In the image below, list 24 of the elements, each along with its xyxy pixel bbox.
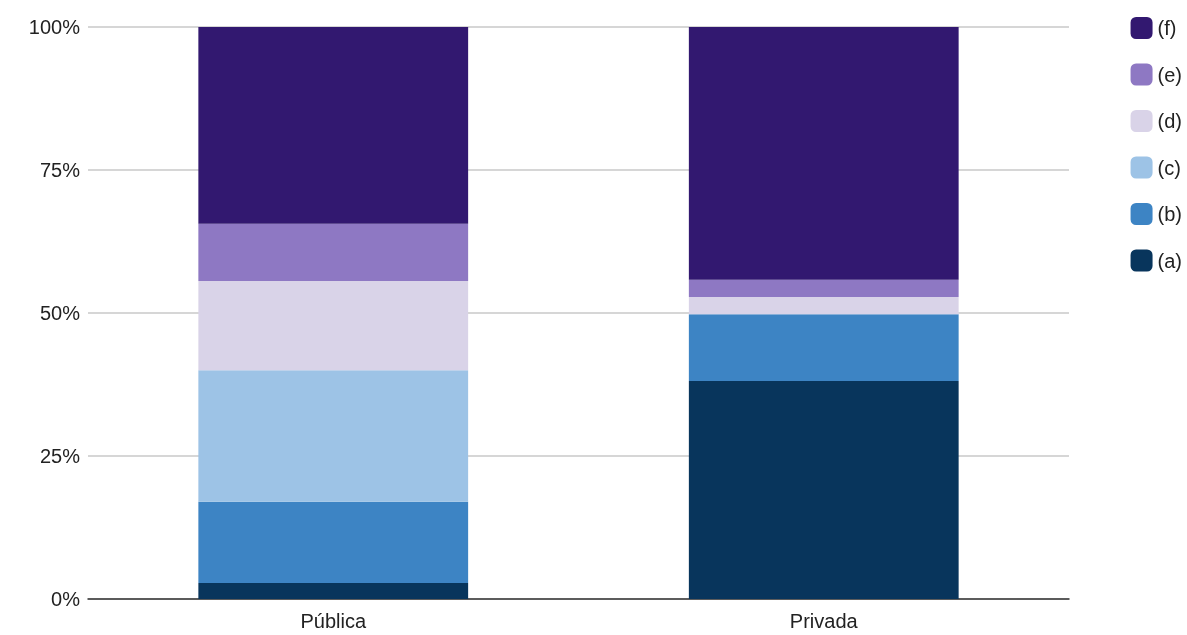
bar xyxy=(198,27,469,224)
legend-label: (e) xyxy=(1157,63,1183,86)
y-tick-label: 50% xyxy=(39,302,81,324)
y-tick-label: 0% xyxy=(51,588,81,610)
bar xyxy=(198,223,469,281)
y-tick-label: 75% xyxy=(39,159,81,181)
bar xyxy=(198,501,469,583)
bar xyxy=(688,279,959,297)
y-tick-label: 25% xyxy=(39,445,81,467)
legend-label: (b) xyxy=(1157,203,1183,225)
bar xyxy=(688,314,959,382)
x-tick-label: Pública xyxy=(300,610,367,632)
legend-label: (d) xyxy=(1157,110,1183,132)
bar xyxy=(688,296,959,315)
bar xyxy=(198,280,469,371)
legend-label: (f) xyxy=(1157,17,1177,39)
bar xyxy=(198,582,469,599)
bar xyxy=(688,27,959,280)
legend-label: (a) xyxy=(1157,249,1183,272)
legend-label: (c) xyxy=(1157,156,1181,179)
y-tick-label: 100% xyxy=(28,16,81,38)
x-tick-label: Privada xyxy=(789,610,859,632)
bar xyxy=(688,381,959,599)
bar xyxy=(198,370,469,502)
